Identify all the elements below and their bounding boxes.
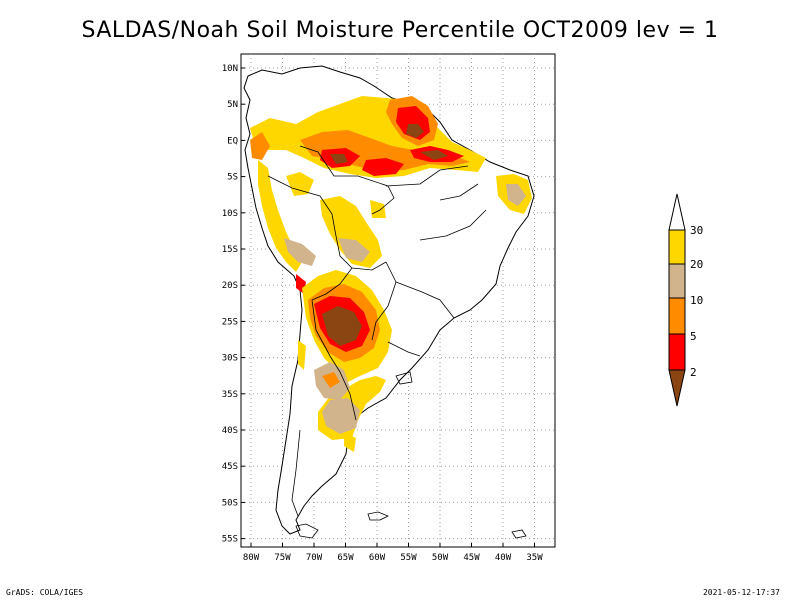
lat-tick-label: 20S	[222, 281, 238, 291]
legend-box-5-10	[668, 297, 686, 335]
timestamp: 2021-05-12-17:37	[702, 588, 780, 597]
lon-tick-label: 65W	[337, 553, 354, 563]
lat-tick-label: 5N	[227, 100, 238, 110]
lon-tick-label: 80W	[243, 553, 260, 563]
soil-moisture-shading	[250, 96, 532, 452]
latitude-labels: 10N 5N EQ 5S 10S 15S 20S 25S 30S 35S 40S 45S 50S 55S	[222, 64, 245, 545]
legend-label-20: 20	[690, 258, 703, 271]
lat-tick-label: 55S	[222, 535, 238, 545]
legend-label-10: 10	[690, 294, 703, 307]
lat-tick-label: 15S	[222, 245, 238, 255]
lon-tick-label: 55W	[400, 553, 417, 563]
legend-arrow-top	[668, 193, 686, 231]
grads-credit: GrADS: COLA/IGES	[6, 588, 84, 597]
legend-labels: 30 20 10 5 2	[690, 224, 703, 379]
lon-tick-label: 45W	[463, 553, 480, 563]
lat-tick-label: 5S	[227, 173, 238, 183]
lat-tick-label: 40S	[222, 426, 238, 436]
lat-tick-label: EQ	[227, 136, 238, 146]
lat-tick-label: 10S	[222, 209, 238, 219]
lat-tick-label: 35S	[222, 390, 238, 400]
legend-box-10-20	[668, 263, 686, 299]
legend-label-30: 30	[690, 224, 703, 237]
lon-tick-label: 75W	[274, 553, 291, 563]
lon-tick-label: 40W	[495, 553, 512, 563]
lat-tick-label: 10N	[222, 64, 238, 74]
lat-tick-label: 30S	[222, 354, 238, 364]
legend-box-2-5	[668, 333, 686, 371]
lat-tick-label: 45S	[222, 462, 238, 472]
longitude-labels: 80W 75W 70W 65W 60W 55W 50W 45W 40W 35W	[243, 543, 543, 563]
legend-label-2: 2	[690, 366, 697, 379]
lat-tick-label: 25S	[222, 317, 238, 327]
lon-tick-label: 35W	[526, 553, 543, 563]
lon-tick-label: 60W	[369, 553, 386, 563]
map-title: SALDAS/Noah Soil Moisture Percentile OCT…	[81, 18, 719, 43]
legend-label-5: 5	[690, 330, 697, 343]
lon-tick-label: 70W	[306, 553, 323, 563]
country-boundaries	[267, 145, 487, 517]
legend-arrow-bottom	[668, 369, 686, 407]
legend-box-20-30	[668, 229, 686, 265]
lat-tick-label: 50S	[222, 498, 238, 508]
lon-tick-label: 50W	[432, 553, 449, 563]
legend-colorbar	[668, 193, 686, 407]
southern-islands	[295, 371, 527, 539]
